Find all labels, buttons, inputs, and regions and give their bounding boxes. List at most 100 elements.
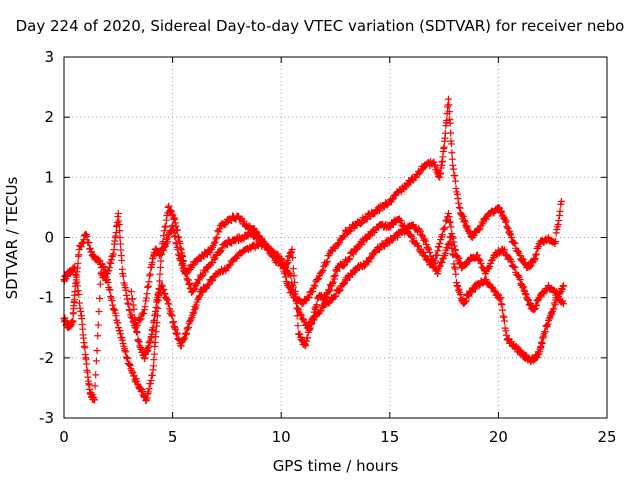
data-point-interp (286, 249, 294, 257)
data-point-interp (547, 309, 555, 317)
data-point-interp (479, 220, 487, 228)
data-point-interp (426, 248, 434, 256)
data-point-interp (115, 221, 123, 229)
data-point-interp (161, 223, 169, 231)
data-point-interp (146, 270, 154, 278)
data-point (507, 234, 515, 241)
data-point-interp (318, 268, 326, 276)
data-point-interp (498, 207, 506, 215)
data-point-interp (447, 129, 455, 137)
data-point-interp (115, 324, 123, 332)
data-point-interp (107, 259, 115, 267)
data-point-interp (168, 312, 176, 320)
data-point-interp (448, 149, 456, 157)
data-point-interp (335, 240, 343, 248)
data-point-interp (146, 272, 154, 280)
data-point-interp (131, 316, 139, 324)
data-point-interp (73, 282, 81, 290)
data-point-interp (523, 295, 531, 303)
data-point-interp (530, 256, 538, 264)
data-point (451, 246, 459, 254)
data-point-interp (438, 231, 446, 239)
data-point-interp (86, 244, 94, 252)
data-point-interp (336, 286, 344, 294)
data-point-interp (116, 240, 124, 248)
data-point-interp (471, 285, 479, 293)
data-point-interp (520, 286, 528, 294)
data-point-interp (177, 244, 185, 252)
data-point-interp (183, 325, 191, 333)
data-point-interp (455, 199, 463, 207)
data-point-interp (165, 300, 173, 308)
data-point-interp (348, 271, 356, 279)
data-point-interp (519, 256, 527, 264)
data-point-interp (394, 233, 402, 241)
data-point-interp (555, 212, 563, 220)
data-point-interp (126, 361, 134, 369)
data-point (114, 209, 122, 217)
data-point-interp (452, 279, 460, 287)
data-point-interp (215, 269, 223, 277)
data-point-interp (284, 259, 292, 267)
data-point-interp (145, 278, 153, 286)
series-sat-a (60, 95, 565, 332)
data-point-interp (123, 291, 131, 299)
data-point-interp (170, 214, 178, 222)
data-point-interp (446, 119, 454, 127)
data-point-interp (475, 226, 483, 234)
axis-ticks: 0 5 10 15 20 25 -3 -2 -1 0 1 2 3 (39, 48, 617, 446)
chart-title: Day 224 of 2020, Sidereal Day-to-day VTE… (15, 17, 625, 35)
data-point-interp (319, 266, 327, 274)
data-point-interp (182, 330, 190, 338)
data-point-interp (500, 317, 508, 325)
data-point-interp (442, 217, 450, 225)
data-point-interp (498, 301, 506, 309)
data-point-interp (506, 230, 514, 238)
data-point-interp (225, 262, 233, 270)
data-point-interp (133, 329, 141, 337)
data-point-interp (462, 297, 470, 305)
data-point-interp (181, 334, 189, 342)
data-point-interp (124, 354, 132, 362)
data-point (177, 342, 185, 350)
series-sat-b (60, 202, 568, 405)
data-point-interp (112, 312, 120, 320)
data-point-interp (493, 290, 501, 298)
data-point (140, 306, 148, 314)
data-point-interp (456, 204, 464, 212)
data-point-interp (184, 276, 192, 284)
data-point-interp (149, 362, 157, 370)
data-point-interp (288, 278, 296, 286)
data-point-interp (159, 238, 167, 246)
data-point-interp (209, 276, 217, 284)
data-point-interp (555, 217, 563, 225)
data-point-interp (90, 252, 98, 260)
data-point-interp (445, 213, 453, 221)
series-sat-c (127, 221, 568, 366)
x-tick-label: 15 (380, 428, 399, 446)
data-point-interp (173, 227, 181, 235)
data-point-interp (445, 101, 453, 109)
data-point-interp (304, 334, 312, 342)
data-point-interp (287, 272, 295, 280)
data-point-interp (451, 265, 459, 273)
data-point-interp (116, 234, 124, 242)
data-point-interp (164, 234, 172, 242)
data-point-interp (119, 272, 127, 280)
data-point-interp (199, 271, 207, 279)
data-point-interp (157, 257, 165, 265)
data-point-interp (145, 385, 153, 393)
data-point-interp (142, 294, 150, 302)
data-point-interp (328, 279, 336, 287)
data-point-interp (160, 232, 168, 240)
data-point-interp (452, 184, 460, 192)
data-point-interp (216, 248, 224, 256)
data-point-interp (162, 294, 170, 302)
data-point-interp (213, 233, 221, 241)
x-tick-label: 20 (489, 428, 508, 446)
data-point-interp (545, 315, 553, 323)
data-point-interp (136, 342, 144, 350)
data-point-interp (212, 235, 220, 243)
data-point-interp (141, 303, 149, 311)
data-point-interp (441, 249, 449, 257)
